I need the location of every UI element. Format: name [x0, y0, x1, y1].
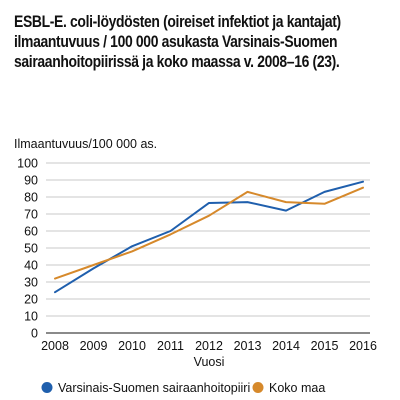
- x-tick-label: 2009: [80, 339, 108, 353]
- y-tick-label: 60: [24, 225, 38, 239]
- x-tick-label: 2016: [349, 339, 377, 353]
- y-tick-label: 10: [24, 310, 38, 324]
- x-tick-label: 2012: [195, 339, 223, 353]
- y-tick-label: 40: [24, 259, 38, 273]
- x-tick-label: 2014: [272, 339, 300, 353]
- legend-marker: [252, 382, 264, 393]
- y-tick-label: 100: [17, 157, 38, 171]
- x-axis-label: Vuosi: [194, 355, 225, 369]
- legend-label: Varsinais-Suomen sairaanhoitopiiri: [58, 381, 250, 395]
- y-tick-label: 20: [24, 293, 38, 307]
- x-tick-label: 2013: [234, 339, 262, 353]
- x-tick-labels: 2008 2009 2010 2011 2012 2013 2014 2015 2016: [41, 339, 377, 353]
- legend-marker: [41, 382, 53, 393]
- y-tick-label: 30: [24, 276, 38, 290]
- y-tick-label: 80: [24, 191, 38, 205]
- y-tick-label: 50: [24, 242, 38, 256]
- chart-title: ESBL-E. coli-löydösten (oireiset infekti…: [14, 13, 341, 71]
- gridlines: [46, 162, 370, 317]
- y-tick-label: 70: [24, 208, 38, 222]
- x-tick-label: 2010: [118, 339, 146, 353]
- series-line-2: [54, 186, 364, 280]
- x-tick-label: 2015: [311, 339, 339, 353]
- series-line-1: [54, 180, 364, 294]
- legend-item: Varsinais-Suomen sairaanhoitopiiri: [41, 381, 250, 395]
- legend: Varsinais-Suomen sairaanhoitopiiri Koko m…: [41, 381, 325, 395]
- x-tick-label: 2011: [157, 339, 184, 353]
- y-tick-label: 0: [31, 327, 38, 341]
- legend-label: Koko maa: [269, 381, 325, 395]
- y-tick-label: 90: [24, 174, 38, 188]
- legend-item: Koko maa: [252, 381, 325, 395]
- y-tick-labels: 0 10 20 30 40 50 60 70 80 90 100: [17, 157, 38, 341]
- y-axis-label: Ilmaantuvuus/100 000 as.: [14, 137, 157, 151]
- x-tick-label: 2008: [41, 339, 69, 353]
- series-lines: [54, 180, 364, 294]
